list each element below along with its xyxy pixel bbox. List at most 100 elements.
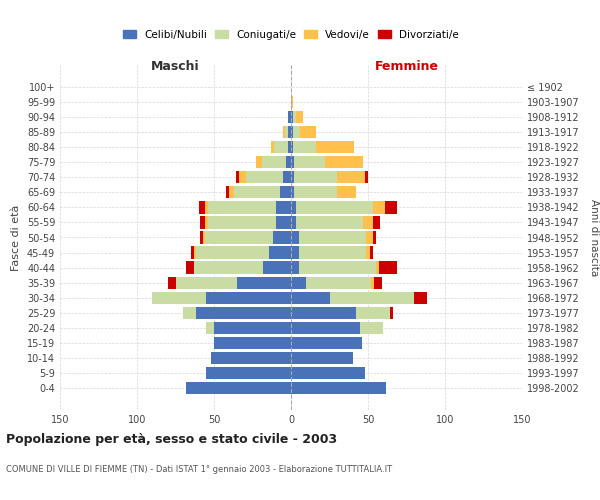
- Bar: [199, 201, 205, 213]
- Bar: [296, 216, 364, 228]
- Bar: [196, 306, 291, 319]
- Bar: [376, 262, 379, 274]
- Bar: [367, 232, 373, 243]
- Bar: [206, 367, 291, 380]
- Bar: [356, 306, 389, 319]
- Bar: [360, 322, 383, 334]
- Bar: [291, 246, 299, 258]
- Bar: [291, 171, 294, 183]
- Bar: [200, 216, 205, 228]
- Bar: [371, 276, 374, 289]
- Bar: [325, 156, 364, 168]
- Bar: [300, 126, 316, 138]
- Bar: [294, 186, 337, 198]
- Bar: [329, 292, 414, 304]
- Bar: [291, 276, 307, 289]
- Bar: [293, 141, 316, 154]
- Bar: [316, 141, 354, 154]
- Bar: [293, 126, 300, 138]
- Bar: [291, 96, 293, 108]
- Bar: [291, 141, 293, 154]
- Bar: [374, 276, 382, 289]
- Bar: [299, 246, 367, 258]
- Bar: [296, 111, 304, 123]
- Bar: [286, 156, 291, 168]
- Bar: [206, 322, 214, 334]
- Bar: [288, 141, 291, 154]
- Bar: [208, 216, 275, 228]
- Bar: [291, 126, 293, 138]
- Bar: [262, 156, 286, 168]
- Bar: [367, 246, 370, 258]
- Bar: [294, 171, 337, 183]
- Text: Femmine: Femmine: [374, 60, 439, 74]
- Y-axis label: Fasce di età: Fasce di età: [11, 204, 21, 270]
- Bar: [274, 141, 288, 154]
- Bar: [296, 201, 373, 213]
- Bar: [206, 292, 291, 304]
- Bar: [208, 201, 275, 213]
- Bar: [291, 186, 294, 198]
- Bar: [307, 276, 371, 289]
- Text: Popolazione per età, sesso e stato civile - 2003: Popolazione per età, sesso e stato civil…: [6, 432, 337, 446]
- Bar: [291, 337, 362, 349]
- Bar: [365, 171, 368, 183]
- Bar: [364, 216, 373, 228]
- Bar: [247, 171, 283, 183]
- Bar: [211, 352, 291, 364]
- Text: COMUNE DI VILLE DI FIEMME (TN) - Dati ISTAT 1° gennaio 2003 - Elaborazione TUTTI: COMUNE DI VILLE DI FIEMME (TN) - Dati IS…: [6, 466, 392, 474]
- Bar: [176, 276, 237, 289]
- Bar: [191, 246, 194, 258]
- Bar: [337, 171, 365, 183]
- Bar: [299, 262, 376, 274]
- Bar: [288, 126, 291, 138]
- Bar: [291, 156, 294, 168]
- Bar: [294, 156, 325, 168]
- Bar: [283, 171, 291, 183]
- Bar: [291, 322, 360, 334]
- Bar: [291, 306, 356, 319]
- Bar: [291, 111, 293, 123]
- Bar: [299, 232, 367, 243]
- Bar: [272, 232, 291, 243]
- Bar: [291, 382, 386, 394]
- Legend: Celibi/Nubili, Coniugati/e, Vedovi/e, Divorziati/e: Celibi/Nubili, Coniugati/e, Vedovi/e, Di…: [119, 26, 463, 44]
- Y-axis label: Anni di nascita: Anni di nascita: [589, 199, 599, 276]
- Bar: [214, 337, 291, 349]
- Bar: [379, 262, 397, 274]
- Bar: [196, 246, 269, 258]
- Bar: [288, 111, 291, 123]
- Bar: [291, 216, 296, 228]
- Bar: [205, 216, 208, 228]
- Bar: [291, 367, 365, 380]
- Bar: [168, 276, 176, 289]
- Bar: [194, 262, 263, 274]
- Bar: [275, 216, 291, 228]
- Bar: [285, 126, 288, 138]
- Bar: [269, 246, 291, 258]
- Bar: [373, 216, 380, 228]
- Bar: [271, 141, 274, 154]
- Bar: [291, 352, 353, 364]
- Bar: [385, 201, 397, 213]
- Bar: [205, 201, 208, 213]
- Bar: [291, 232, 299, 243]
- Bar: [280, 186, 291, 198]
- Bar: [293, 111, 296, 123]
- Bar: [373, 201, 385, 213]
- Bar: [183, 306, 196, 319]
- Bar: [275, 201, 291, 213]
- Bar: [237, 276, 291, 289]
- Bar: [291, 292, 329, 304]
- Bar: [414, 292, 427, 304]
- Bar: [263, 262, 291, 274]
- Bar: [389, 306, 392, 319]
- Bar: [152, 292, 206, 304]
- Text: Maschi: Maschi: [151, 60, 200, 74]
- Bar: [226, 186, 229, 198]
- Bar: [239, 171, 247, 183]
- Bar: [291, 201, 296, 213]
- Bar: [200, 232, 203, 243]
- Bar: [373, 232, 376, 243]
- Bar: [291, 262, 299, 274]
